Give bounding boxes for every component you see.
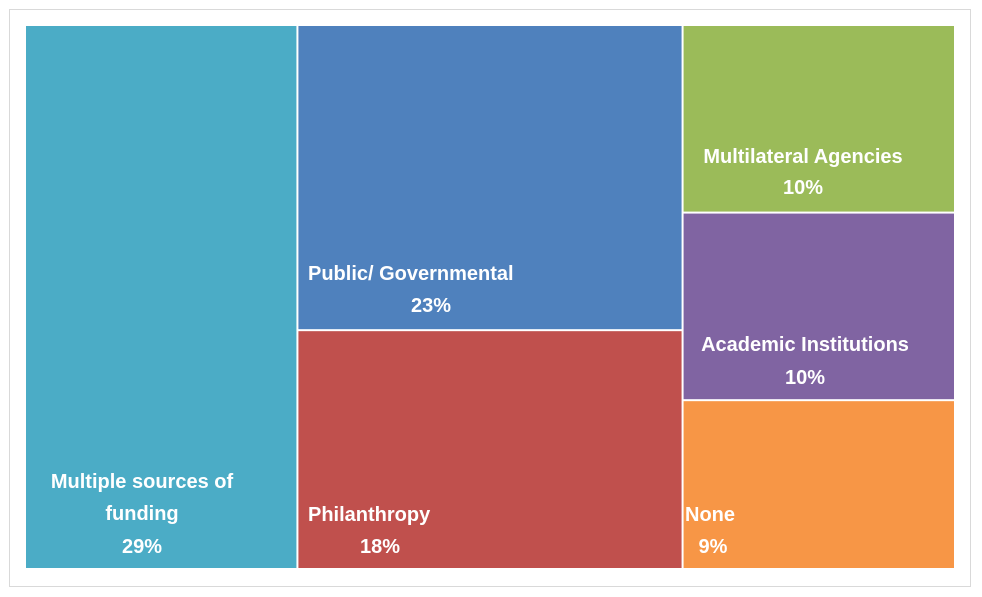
tile-multilateral-agencies: Multilateral Agencies 10% bbox=[683, 26, 954, 212]
tile-category-label: Multiple sources of bbox=[51, 471, 234, 493]
tile-value-label: 10% bbox=[785, 367, 825, 389]
tile-value-label: 23% bbox=[411, 295, 451, 317]
tile-public-governmental: Public/ Governmental 23% bbox=[298, 26, 682, 330]
tile-rect-none bbox=[683, 401, 954, 568]
tile-value-label: 29% bbox=[122, 536, 162, 558]
tile-category-label: None bbox=[685, 504, 735, 526]
tile-category-label: Philanthropy bbox=[308, 504, 431, 526]
tile-academic-institutions: Academic Institutions 10% bbox=[683, 213, 954, 400]
tile-category-label: Public/ Governmental bbox=[308, 263, 514, 285]
tile-rect-multilateral-agencies bbox=[683, 26, 954, 212]
tile-rect-academic-institutions bbox=[683, 213, 954, 400]
tile-rect-multiple-sources-of-funding bbox=[26, 26, 297, 568]
tile-category-label: Multilateral Agencies bbox=[703, 146, 902, 168]
tile-rect-public-governmental bbox=[298, 26, 682, 330]
tile-rect-philanthropy bbox=[298, 331, 682, 568]
tile-category-label: Academic Institutions bbox=[701, 334, 909, 356]
tile-multiple-sources-of-funding: Multiple sources of funding 29% bbox=[26, 26, 297, 568]
tile-value-label: 10% bbox=[783, 177, 823, 199]
tile-value-label: 9% bbox=[699, 536, 728, 558]
tile-none: None 9% bbox=[683, 401, 954, 568]
tile-category-label: funding bbox=[105, 503, 178, 525]
tile-value-label: 18% bbox=[360, 536, 400, 558]
tile-philanthropy: Philanthropy 18% bbox=[298, 331, 682, 568]
